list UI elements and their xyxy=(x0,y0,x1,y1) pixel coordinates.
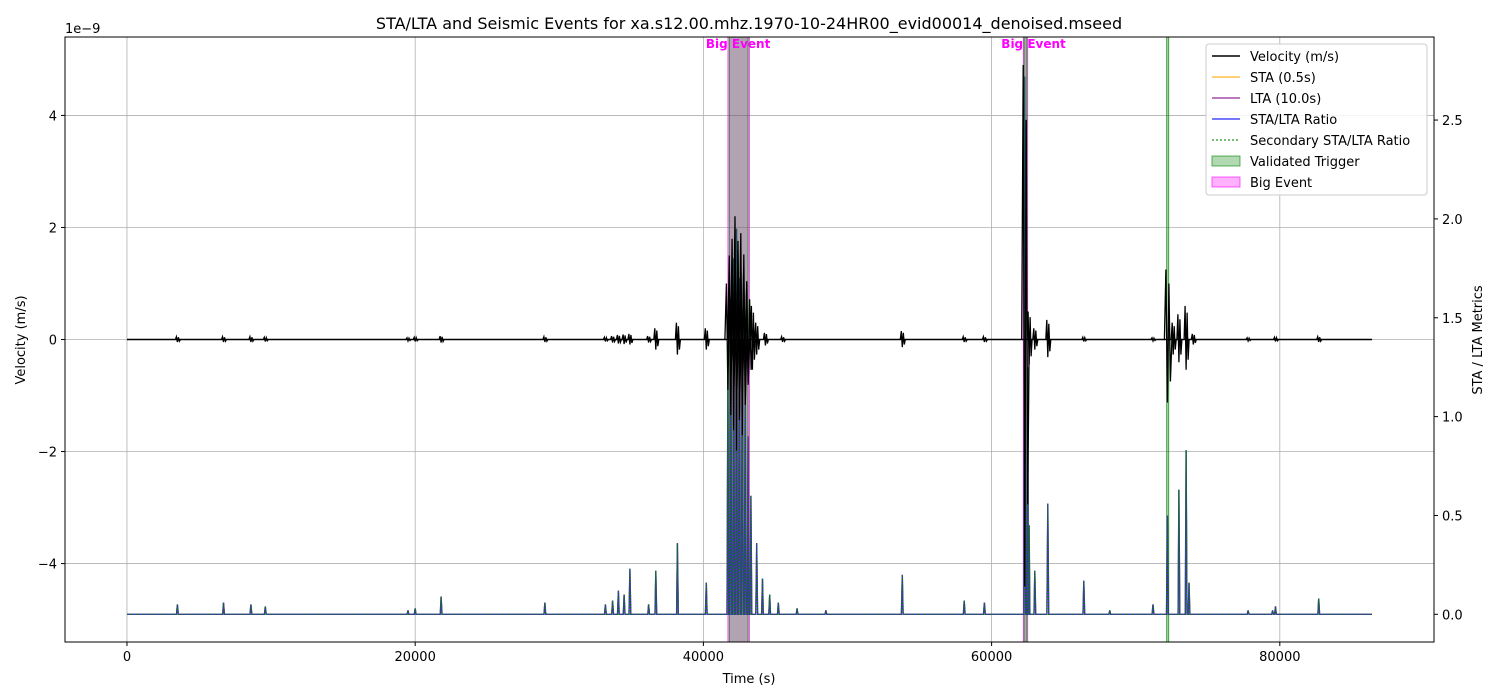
x-axis-label: Time (s) xyxy=(722,672,776,687)
legend: Velocity (m/s) STA (0.5s) LTA (10.0s) STA/L… xyxy=(1205,43,1428,196)
y-axis-label-left: Velocity (m/s) xyxy=(14,295,29,384)
velocity-burst-39 xyxy=(1170,322,1177,355)
y-axis-label-right: STA / LTA Metrics xyxy=(1471,285,1486,395)
chart-title: STA/LTA and Seismic Events for xa.s12.00… xyxy=(376,14,1122,34)
velocity-burst-13 xyxy=(645,335,653,344)
velocity-burst-42 xyxy=(1190,333,1197,345)
velocity-burst-12 xyxy=(627,333,634,345)
big-event-annotation-0: Big Event xyxy=(706,37,771,51)
velocity-burst-28 xyxy=(779,334,787,343)
legend-swatch-6 xyxy=(1211,176,1241,188)
x-tick-label-3: 60000 xyxy=(971,650,1012,665)
velocity-burst-10 xyxy=(615,334,623,345)
y-right-tick-label-1: 0.5 xyxy=(1442,509,1463,524)
y-right-tick-label-3: 1.5 xyxy=(1442,312,1463,327)
big-event-annotation-1: Big Event xyxy=(1001,37,1066,51)
velocity-burst-35 xyxy=(1045,319,1052,358)
velocity-burst-14 xyxy=(653,328,660,350)
legend-label-1: STA (0.5s) xyxy=(1250,71,1316,86)
velocity-burst-2 xyxy=(248,334,255,343)
legend-box xyxy=(1205,43,1428,196)
legend-label-5: Validated Trigger xyxy=(1250,155,1360,170)
sta-lta-series xyxy=(127,76,1372,615)
velocity-burst-0 xyxy=(174,334,181,343)
velocity-burst-45 xyxy=(1316,334,1323,343)
y-axis-right: 0.0 0.5 1.0 1.5 2.0 2.5 xyxy=(1434,114,1463,623)
y-left-tick-label-2: 0 xyxy=(49,334,57,349)
velocity-burst-33 xyxy=(1026,311,1033,365)
velocity-burst-6 xyxy=(438,335,445,344)
velocity-burst-4 xyxy=(405,336,412,344)
velocity-burst-43 xyxy=(1245,336,1252,344)
velocity-burst-44 xyxy=(1272,335,1280,343)
velocity-burst-34 xyxy=(1032,328,1039,350)
velocity-burst-38 xyxy=(1163,269,1173,403)
y-left-tick-label-3: 2 xyxy=(49,221,57,236)
y-right-tick-label-2: 1.0 xyxy=(1442,411,1463,426)
velocity-burst-8 xyxy=(602,335,609,343)
y-axis-left: −4 −2 0 2 4 xyxy=(38,109,65,573)
x-axis: 0 20000 40000 60000 80000 xyxy=(123,642,1300,665)
velocity-burst-27 xyxy=(762,332,770,346)
velocity-burst-7 xyxy=(542,334,549,343)
x-tick-label-2: 40000 xyxy=(683,650,724,665)
velocity-burst-3 xyxy=(262,335,269,343)
event-annotations: Big Event Big Event xyxy=(706,37,1066,51)
velocity-burst-16 xyxy=(703,328,710,350)
velocity-burst-9 xyxy=(609,335,617,344)
velocity-burst-1 xyxy=(220,334,228,343)
y-left-tick-label-4: 4 xyxy=(49,109,57,124)
velocity-burst-40 xyxy=(1176,314,1183,363)
legend-label-0: Velocity (m/s) xyxy=(1250,50,1339,65)
legend-swatch-5 xyxy=(1211,155,1241,167)
x-tick-label-4: 80000 xyxy=(1259,650,1300,665)
velocity-burst-11 xyxy=(621,334,628,345)
velocity-burst-25 xyxy=(749,305,757,370)
velocity-burst-32 xyxy=(1021,64,1030,587)
y-left-tick-label-1: −2 xyxy=(38,446,57,461)
legend-label-4: Secondary STA/LTA Ratio xyxy=(1250,134,1410,149)
velocity-burst-31 xyxy=(981,334,988,343)
velocity-burst-24 xyxy=(744,289,754,385)
legend-label-3: STA/LTA Ratio xyxy=(1250,113,1337,128)
velocity-burst-41 xyxy=(1183,305,1190,370)
velocity-burst-30 xyxy=(961,334,968,343)
velocity-burst-36 xyxy=(1081,335,1088,343)
sta-lta-ratio-line xyxy=(127,76,1372,615)
y-left-tick-label-0: −4 xyxy=(38,558,57,573)
velocity-burst-5 xyxy=(412,335,419,343)
velocity-burst-26 xyxy=(754,322,761,355)
x-tick-label-1: 20000 xyxy=(394,650,435,665)
velocity-burst-29 xyxy=(899,331,906,348)
left-axis-multiplier: 1e−9 xyxy=(65,22,100,37)
velocity-series xyxy=(126,64,1373,587)
legend-label-6: Big Event xyxy=(1250,176,1312,191)
velocity-burst-37 xyxy=(1150,336,1157,344)
y-right-tick-label-0: 0.0 xyxy=(1442,608,1463,623)
x-tick-label-0: 0 xyxy=(123,650,131,665)
y-right-tick-label-5: 2.5 xyxy=(1442,114,1463,129)
legend-label-2: LTA (10.0s) xyxy=(1250,92,1321,107)
y-right-tick-label-4: 2.0 xyxy=(1442,213,1463,228)
velocity-burst-15 xyxy=(674,322,682,355)
